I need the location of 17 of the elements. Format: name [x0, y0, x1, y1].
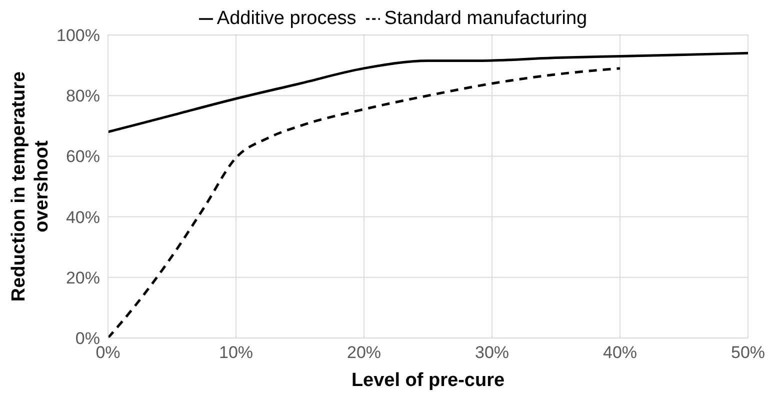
x-tick-label: 20%	[346, 343, 382, 362]
y-tick-label: 60%	[66, 147, 100, 166]
y-tick-label: 100%	[56, 26, 100, 46]
x-tick-label: 50%	[730, 343, 766, 362]
y-tick-label: 40%	[66, 208, 100, 227]
legend-label: Standard manufacturing	[384, 8, 588, 29]
y-tick-label: 20%	[66, 268, 100, 288]
x-tick-label: 10%	[218, 343, 254, 362]
x-tick-label: 0%	[96, 343, 120, 362]
line-series	[108, 52, 748, 134]
x-tick-label: 30%	[474, 343, 510, 362]
y-tick-label: 80%	[66, 86, 100, 106]
y-axis-title: Reduction in temperature overshoot	[8, 71, 52, 302]
x-tick-label: 40%	[602, 343, 638, 362]
x-axis-title: Level of pre-cure	[351, 370, 505, 391]
legend-label: Additive process	[216, 8, 356, 29]
line-series	[108, 67, 622, 338]
